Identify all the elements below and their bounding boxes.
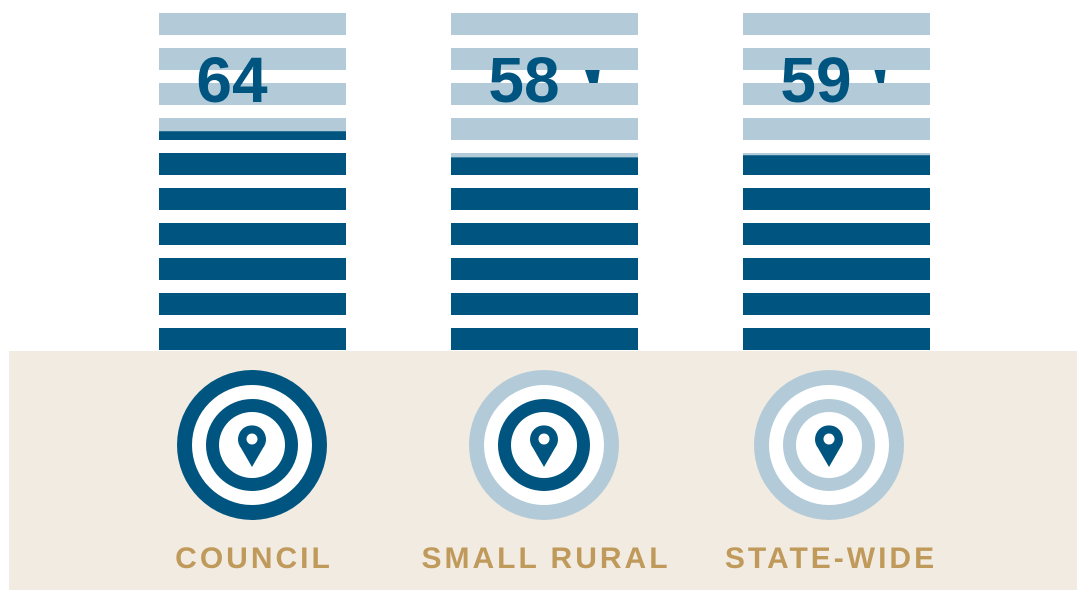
category-label: COUNCIL [175,542,333,575]
bar [743,155,930,350]
value-label: 64 [196,44,268,116]
target-icon [469,370,619,520]
value-label: 58 [488,44,559,116]
value-label: 59 [780,44,851,116]
bar [159,131,346,350]
category-label: STATE-WIDE [725,542,937,575]
bar [451,157,638,350]
category-label: SMALL RURAL [421,542,670,575]
target-icon [177,370,327,520]
target-icon [754,370,904,520]
